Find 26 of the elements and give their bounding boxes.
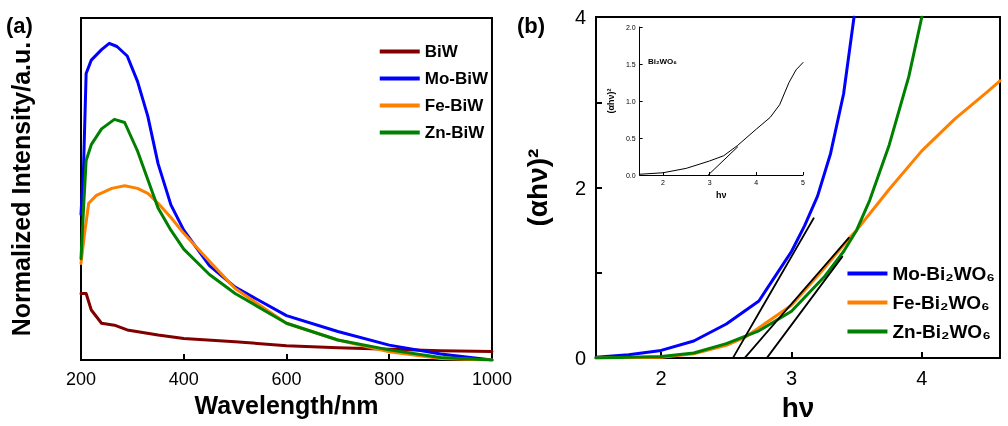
x-tick-label: 800 <box>374 369 405 389</box>
y-tick-label: 0 <box>574 347 586 370</box>
x-tick-label: 400 <box>168 369 199 389</box>
y-axis-title: (αhν)² <box>521 148 553 227</box>
x-tick-label: 4 <box>916 367 928 390</box>
y-axis-title: (αhν)² <box>605 88 616 114</box>
x-tick-label: 3 <box>785 367 798 390</box>
legend-label: Mo-BiW <box>424 69 489 88</box>
legend-label: Fe-BiW <box>424 96 485 115</box>
y-tick-label: 4 <box>574 6 586 28</box>
x-tick-label: 600 <box>271 369 302 389</box>
x-axis-title: Wavelength/nm <box>194 391 379 420</box>
legend-label: Fe-Bi₂WO₆ <box>892 292 990 313</box>
x-axis-title: hν <box>781 391 815 423</box>
text: (a) <box>6 12 33 38</box>
annotation: Bi₂WO₆ <box>648 56 678 66</box>
x-axis-title: hν <box>716 190 727 201</box>
x-tick-label: 200 <box>65 369 97 389</box>
x-tick-label: 2 <box>655 367 667 390</box>
legend-label: Zn-BiW <box>424 123 486 142</box>
x-tick-label: 1000 <box>471 369 512 389</box>
y-axis-title: Normalized Intensity/a.u. <box>6 41 35 337</box>
text: (b) <box>517 12 546 38</box>
legend-label: BiW <box>424 42 459 61</box>
legend-label: Mo-Bi₂WO₆ <box>892 263 995 284</box>
legend-label: Zn-Bi₂WO₆ <box>892 321 991 342</box>
